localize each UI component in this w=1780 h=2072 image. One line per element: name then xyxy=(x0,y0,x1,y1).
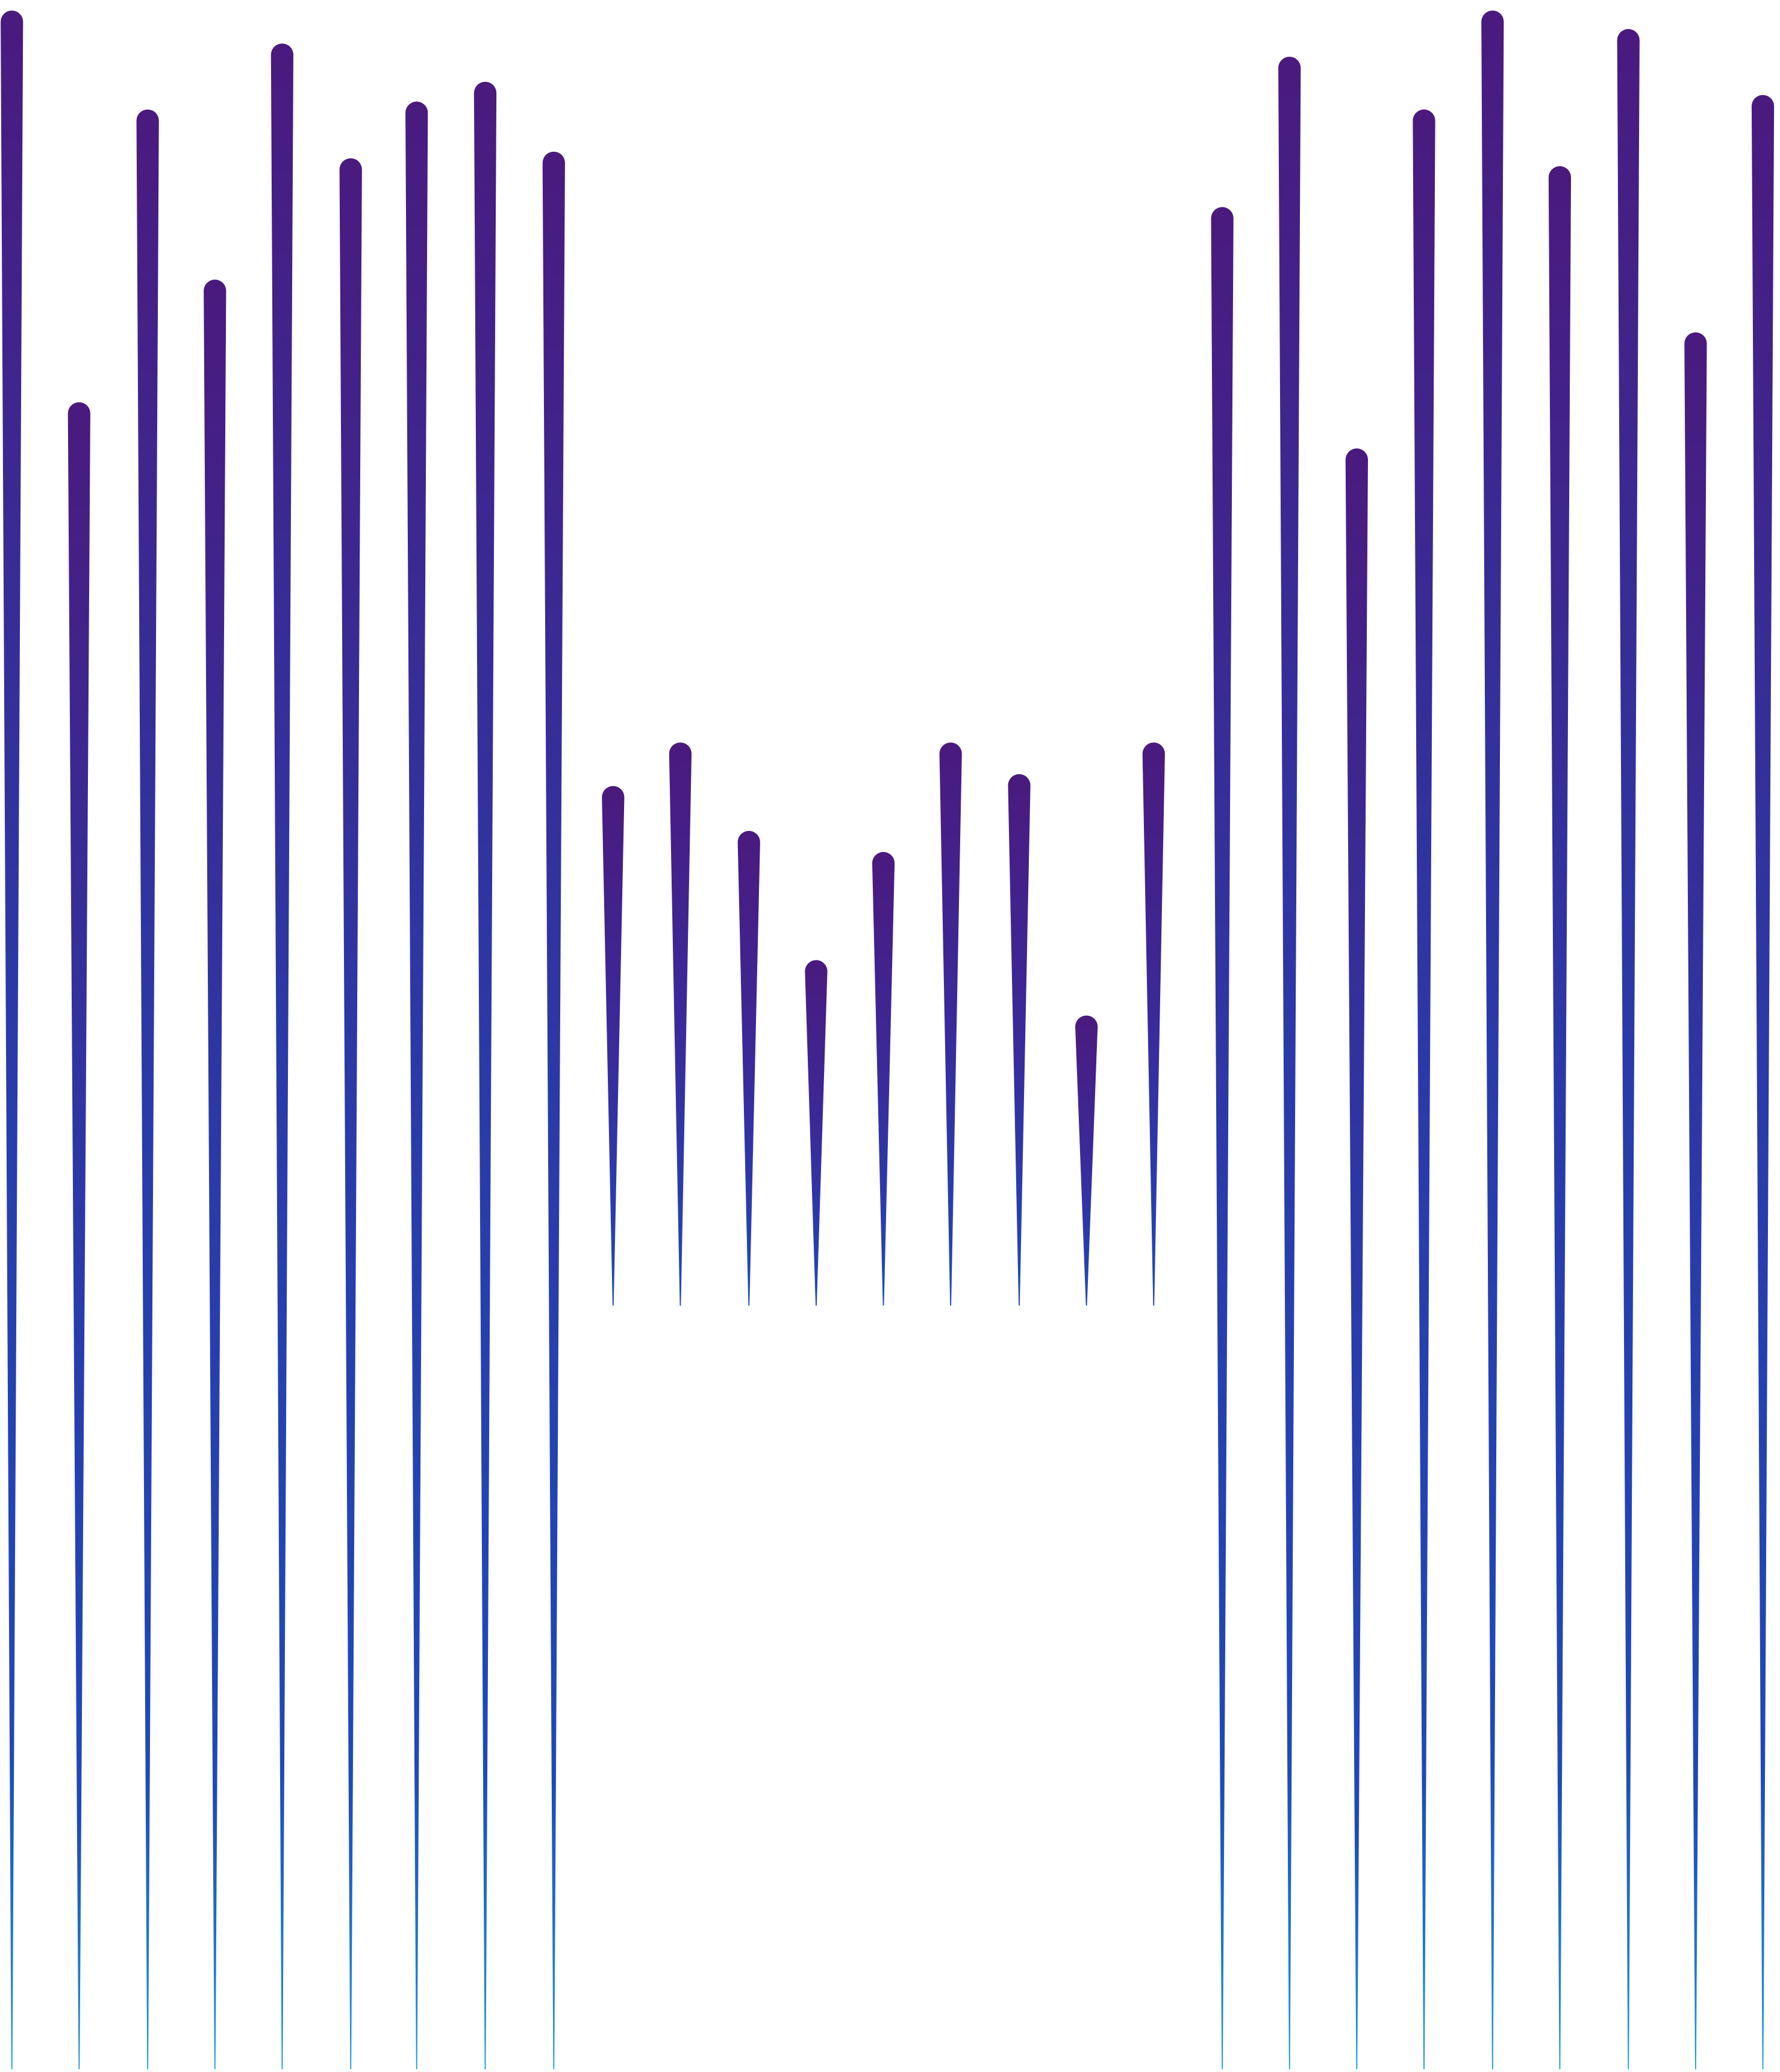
left-spike-2 xyxy=(67,402,90,2070)
left-spike-6 xyxy=(339,158,362,2070)
center-spike-7 xyxy=(1008,774,1031,1306)
center-spike-2 xyxy=(669,742,692,1306)
center-spike-8 xyxy=(1075,1015,1098,1306)
right-spike-8 xyxy=(1684,332,1707,2070)
left-spike-3 xyxy=(136,109,159,2070)
left-spike-4 xyxy=(204,280,226,2070)
right-spike-9 xyxy=(1751,95,1775,2070)
right-spike-6 xyxy=(1548,166,1572,2070)
right-spike-3 xyxy=(1345,448,1368,2070)
center-spike-9 xyxy=(1142,742,1165,1306)
right-spike-5 xyxy=(1481,10,1504,2070)
center-spike-6 xyxy=(939,742,962,1306)
center-spike-5 xyxy=(872,852,895,1306)
center-spike-3 xyxy=(737,831,760,1306)
center-spike-1 xyxy=(602,786,625,1306)
left-spike-8 xyxy=(473,81,497,2070)
center-spike-4 xyxy=(805,960,828,1306)
right-spike-4 xyxy=(1413,109,1435,2070)
left-spike-1 xyxy=(1,10,23,2070)
right-spike-7 xyxy=(1617,29,1640,2070)
left-spike-7 xyxy=(405,101,428,2070)
right-spike-2 xyxy=(1278,57,1301,2070)
left-spike-5 xyxy=(270,43,294,2070)
left-spike-9 xyxy=(542,151,565,2070)
right-spike-1 xyxy=(1211,207,1234,2070)
